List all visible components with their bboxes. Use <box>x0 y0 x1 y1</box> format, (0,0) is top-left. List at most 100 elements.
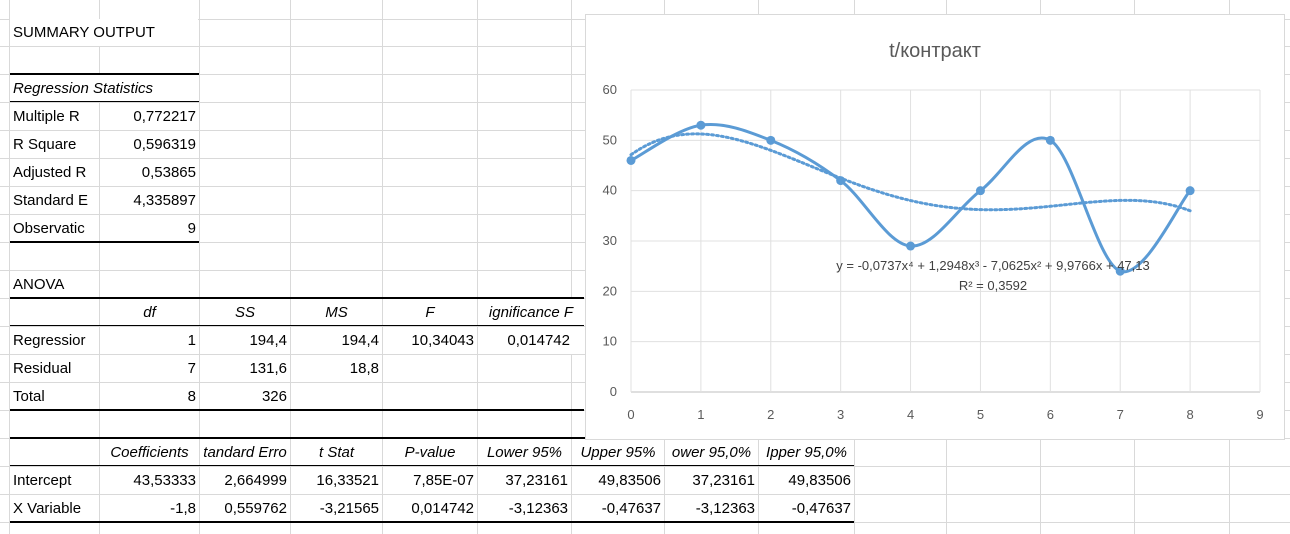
chart-gridlines <box>630 89 1261 393</box>
table-bottom-border <box>10 521 854 523</box>
anova-cell[interactable]: 326 <box>200 383 290 410</box>
x-tick-label: 6 <box>1047 407 1054 422</box>
stat-label[interactable]: Observatic <box>10 215 99 242</box>
gridline <box>0 466 1290 467</box>
coef-cell[interactable]: 37,23161 <box>478 467 571 494</box>
anova-header[interactable]: SS <box>200 299 290 326</box>
anova-header[interactable]: df <box>100 299 199 326</box>
regression-stats-header[interactable]: Regression Statistics <box>10 75 199 102</box>
data-point[interactable] <box>1045 135 1055 145</box>
scatter-chart[interactable]: t/контракт 0 10 20 30 40 50 60 0 1 2 3 4 5 6 7 8 9 y = -… <box>585 14 1285 440</box>
anova-cell[interactable]: 1 <box>100 327 199 354</box>
anova-cell[interactable]: 0,014742 <box>478 327 584 354</box>
anova-cell[interactable]: 10,34043 <box>383 327 477 354</box>
trendline-r-squared[interactable]: R² = 0,3592 <box>959 278 1027 293</box>
coef-cell[interactable]: 0,559762 <box>200 495 290 522</box>
data-point[interactable] <box>906 241 916 251</box>
x-tick-label: 4 <box>907 407 914 422</box>
anova-header-blank[interactable] <box>10 299 99 326</box>
anova-row-label[interactable]: Regressior <box>10 327 99 354</box>
gridline <box>99 0 100 534</box>
chart-canvas: t/контракт 0 10 20 30 40 50 60 0 1 2 3 4 5 6 7 8 9 y = -… <box>603 40 1264 422</box>
anova-cell[interactable]: 18,8 <box>291 355 382 382</box>
coef-cell[interactable]: 49,83506 <box>572 467 664 494</box>
anova-title[interactable]: ANOVA <box>10 271 99 298</box>
coef-cell[interactable]: -3,12363 <box>478 495 571 522</box>
data-point[interactable] <box>696 120 706 130</box>
gridline <box>0 494 1290 495</box>
stat-value[interactable]: 0,53865 <box>100 159 199 186</box>
coef-row-label[interactable]: X Variable <box>10 495 99 522</box>
coef-header-blank[interactable] <box>10 439 99 466</box>
coef-cell[interactable]: 7,85E-07 <box>383 467 477 494</box>
coef-cell[interactable]: -3,12363 <box>665 495 758 522</box>
coef-cell[interactable]: -1,8 <box>100 495 199 522</box>
coef-cell[interactable]: -3,21565 <box>291 495 382 522</box>
data-point[interactable] <box>975 186 985 196</box>
data-point[interactable] <box>626 155 636 165</box>
coef-header[interactable]: Upper 95% <box>572 439 664 466</box>
data-point[interactable] <box>1115 266 1125 276</box>
x-tick-label: 3 <box>837 407 844 422</box>
anova-header[interactable]: F <box>383 299 477 326</box>
anova-row-label[interactable]: Total <box>10 383 99 410</box>
anova-header[interactable]: ignificance F <box>478 299 584 326</box>
summary-title[interactable]: SUMMARY OUTPUT <box>10 19 198 46</box>
table-bottom-border <box>10 409 584 411</box>
coef-cell[interactable]: 0,014742 <box>383 495 477 522</box>
stat-label[interactable]: Multiple R <box>10 103 99 130</box>
series-line[interactable] <box>630 123 1192 274</box>
coef-cell[interactable]: 49,83506 <box>759 467 854 494</box>
trendline-equation[interactable]: y = -0,0737x⁴ + 1,2948x³ - 7,0625x² + 9,… <box>836 258 1149 273</box>
stat-label[interactable]: R Square <box>10 131 99 158</box>
x-tick-label: 1 <box>697 407 704 422</box>
anova-cell[interactable]: 194,4 <box>291 327 382 354</box>
coef-header[interactable]: ower 95,0% <box>665 439 758 466</box>
coef-cell[interactable]: -0,47637 <box>759 495 854 522</box>
gridline <box>290 0 291 534</box>
chart-axis: 0 10 20 30 40 50 60 0 1 2 3 4 5 6 7 8 9 <box>603 82 1264 422</box>
data-point[interactable] <box>1185 186 1195 196</box>
stat-value[interactable]: 4,335897 <box>100 187 199 214</box>
coef-row-label[interactable]: Intercept <box>10 467 99 494</box>
coef-cell[interactable]: 43,53333 <box>100 467 199 494</box>
stat-label[interactable]: Standard E <box>10 187 99 214</box>
anova-cell[interactable]: 194,4 <box>200 327 290 354</box>
gridline <box>199 0 200 534</box>
anova-cell[interactable]: 131,6 <box>200 355 290 382</box>
x-tick-label: 0 <box>627 407 634 422</box>
x-tick-label: 2 <box>767 407 774 422</box>
coef-header[interactable]: t Stat <box>291 439 382 466</box>
stat-value[interactable]: 0,772217 <box>100 103 199 130</box>
anova-header[interactable]: MS <box>291 299 382 326</box>
stat-value[interactable]: 9 <box>100 215 199 242</box>
data-point[interactable] <box>766 135 776 145</box>
y-tick-label: 20 <box>603 283 617 298</box>
y-tick-label: 40 <box>603 183 617 198</box>
chart-title[interactable]: t/контракт <box>889 40 981 62</box>
coef-header[interactable]: P-value <box>383 439 477 466</box>
stat-label[interactable]: Adjusted R <box>10 159 99 186</box>
coef-header[interactable]: tandard Erro <box>200 439 290 466</box>
table-top-border <box>10 73 199 75</box>
table-top-border <box>10 297 584 299</box>
coef-header[interactable]: Ipper 95,0% <box>759 439 854 466</box>
anova-cell[interactable]: 8 <box>100 383 199 410</box>
stat-value[interactable]: 0,596319 <box>100 131 199 158</box>
coef-header[interactable]: Lower 95% <box>478 439 571 466</box>
data-point[interactable] <box>836 176 846 186</box>
coef-cell[interactable]: 2,664999 <box>200 467 290 494</box>
table-header-border <box>10 325 584 326</box>
coef-cell[interactable]: 16,33521 <box>291 467 382 494</box>
coef-cell[interactable]: 37,23161 <box>665 467 758 494</box>
coef-cell[interactable]: -0,47637 <box>572 495 664 522</box>
y-tick-label: 0 <box>610 384 617 399</box>
anova-row-label[interactable]: Residual <box>10 355 99 382</box>
anova-cell[interactable]: 7 <box>100 355 199 382</box>
y-tick-label: 30 <box>603 233 617 248</box>
table-header-border <box>10 465 854 466</box>
coef-header[interactable]: Coefficients <box>100 439 199 466</box>
polynomial-trendline[interactable] <box>629 132 1192 213</box>
gridline <box>477 0 478 534</box>
